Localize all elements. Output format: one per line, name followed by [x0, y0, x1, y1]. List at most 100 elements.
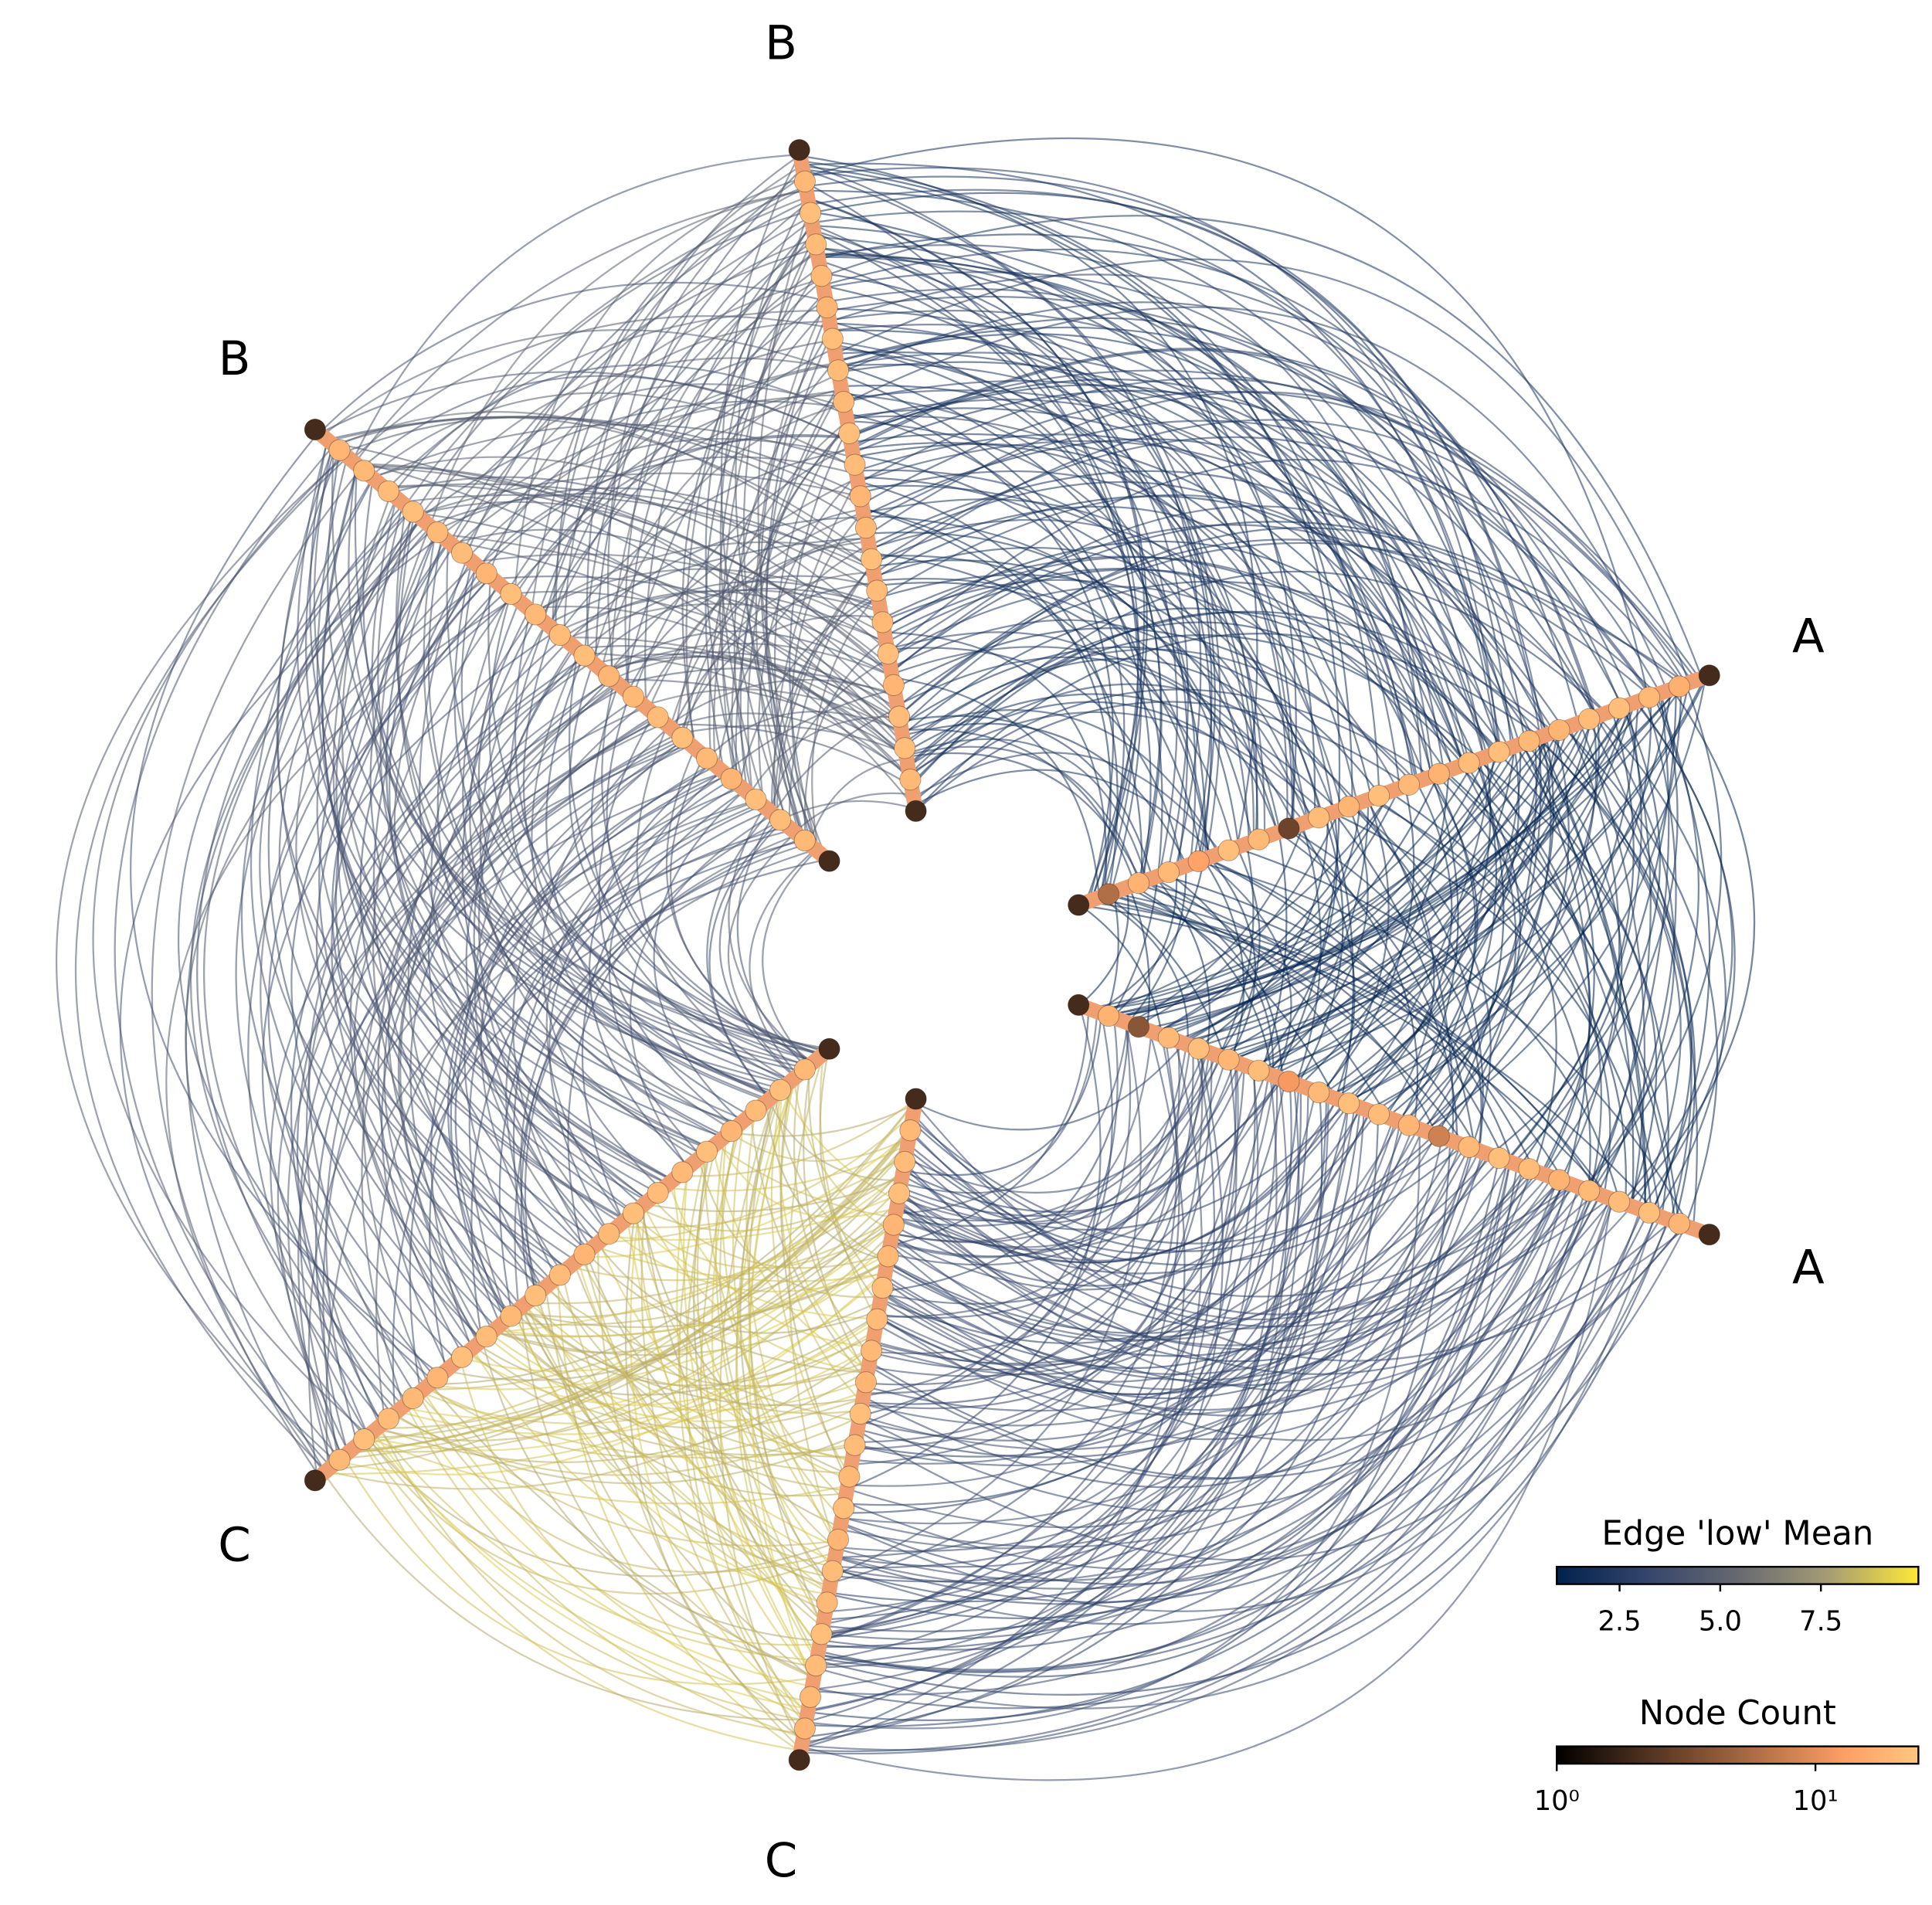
node	[1217, 1048, 1240, 1071]
edge	[1423, 685, 1682, 1132]
edge	[819, 1049, 881, 1306]
edge	[1277, 831, 1458, 1143]
edge	[629, 813, 774, 1169]
edge	[1520, 743, 1595, 1174]
edge	[619, 667, 896, 698]
node	[1548, 718, 1570, 742]
node	[720, 1120, 742, 1143]
node	[647, 1181, 669, 1204]
edge	[886, 1154, 1493, 1334]
node	[1157, 861, 1180, 884]
edge	[633, 1211, 850, 1480]
edge	[715, 1143, 895, 1218]
edge	[625, 1211, 803, 1741]
node	[860, 548, 883, 571]
edge	[845, 412, 1126, 898]
node	[1248, 828, 1270, 851]
edge	[821, 215, 1703, 679]
edge	[307, 799, 757, 1479]
edge	[351, 314, 831, 461]
edge	[823, 248, 1580, 724]
node	[1518, 730, 1540, 752]
edge	[297, 440, 711, 1150]
edge	[814, 236, 1414, 783]
edge	[857, 480, 1119, 895]
node	[328, 1448, 351, 1471]
edge	[527, 1301, 853, 1461]
edge	[396, 511, 825, 1054]
edge	[477, 600, 769, 1101]
edge	[1587, 693, 1670, 1191]
edge	[843, 389, 1493, 756]
edge	[1229, 718, 1593, 1061]
edge	[316, 456, 658, 1194]
edge	[392, 858, 828, 1414]
edge	[277, 445, 586, 1255]
edge	[501, 1323, 847, 1492]
edge	[836, 1179, 1559, 1582]
node	[905, 1088, 927, 1110]
hive-axis	[307, 422, 837, 869]
edge	[1114, 684, 1682, 1019]
edge	[800, 161, 1221, 859]
edge	[881, 555, 1497, 754]
edge	[567, 820, 782, 1256]
edge	[607, 175, 805, 681]
edge	[362, 1439, 806, 1722]
node	[899, 769, 922, 791]
node	[647, 706, 669, 728]
edge	[881, 1023, 1130, 1292]
edge	[602, 656, 901, 722]
edge	[794, 792, 913, 834]
edge	[1087, 901, 1600, 1195]
edge	[863, 438, 1549, 735]
colorbar	[1556, 1745, 1920, 1765]
edge	[908, 711, 1327, 816]
edge	[313, 443, 788, 1085]
edge	[585, 1252, 868, 1374]
edge	[498, 810, 769, 1316]
colorbar-tick-label: 7.5	[1799, 1605, 1842, 1637]
edge	[545, 1286, 814, 1679]
edge	[1106, 705, 1628, 1017]
edge	[803, 138, 1649, 698]
edge	[599, 1241, 853, 1462]
edge	[514, 1312, 875, 1387]
node	[500, 582, 522, 605]
edge	[829, 273, 1595, 718]
edge	[811, 1161, 1511, 1696]
edge	[1319, 786, 1415, 1094]
edge	[806, 1129, 1421, 1730]
edge	[904, 1162, 1672, 1375]
edge	[896, 1180, 1562, 1363]
edge	[912, 1113, 1574, 1316]
edge	[803, 166, 1500, 752]
edge	[1506, 710, 1635, 1162]
node	[328, 439, 351, 461]
edge	[800, 1199, 1615, 1755]
edge	[369, 531, 674, 1181]
edge	[276, 450, 626, 1221]
hive-axis	[1071, 667, 1717, 913]
node	[1187, 1037, 1210, 1060]
edge	[869, 1224, 1684, 1479]
edge	[580, 1256, 861, 1414]
edge	[334, 411, 874, 572]
node	[882, 1214, 905, 1236]
colorbar	[1556, 1565, 1920, 1585]
edge	[890, 619, 1309, 823]
edge	[323, 1472, 806, 1721]
edge	[890, 1044, 1187, 1258]
edge	[1144, 719, 1587, 1031]
node	[548, 623, 571, 647]
edge	[773, 420, 848, 840]
edge	[887, 647, 1184, 868]
edge	[1132, 885, 1273, 1075]
edge	[877, 1181, 1566, 1441]
edge	[630, 1208, 809, 1713]
node	[854, 1371, 878, 1394]
edge	[891, 505, 1599, 717]
node	[402, 501, 424, 523]
edge	[871, 555, 1210, 858]
